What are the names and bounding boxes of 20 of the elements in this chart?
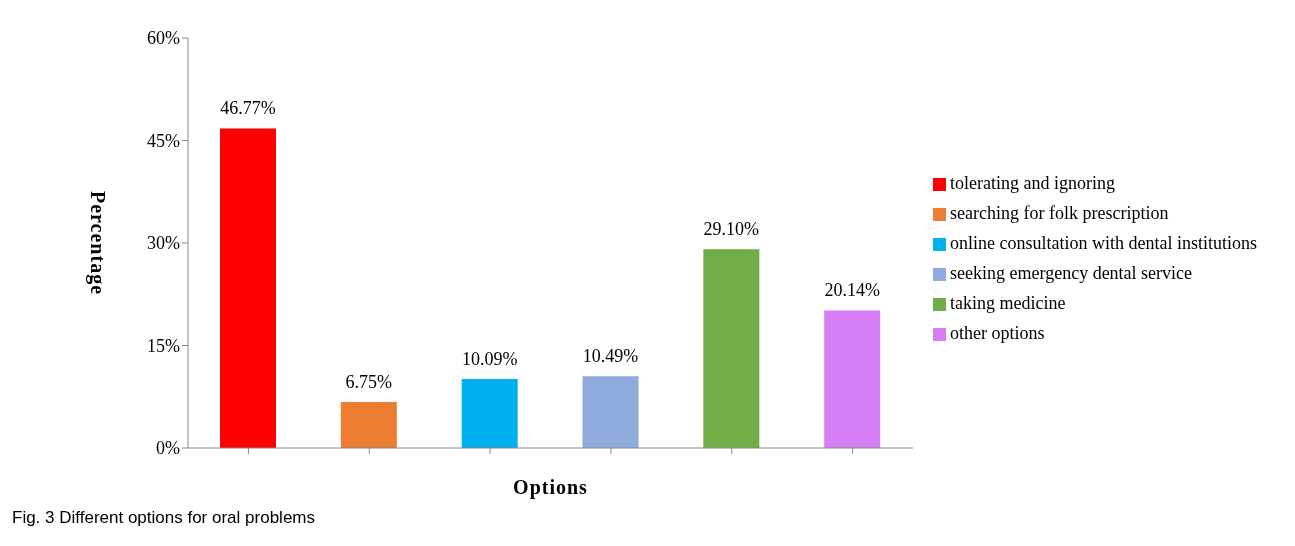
legend-label: taking medicine [950, 293, 1066, 313]
data-label: 29.10% [703, 219, 760, 240]
y-tick-label: 15% [147, 335, 180, 356]
y-tick-label: 60% [147, 28, 180, 49]
legend-label: tolerating and ignoring [950, 173, 1115, 193]
y-tick-label: 30% [147, 233, 180, 254]
y-axis-title: Percentage [85, 190, 109, 296]
legend-label: seeking emergency dental service [950, 263, 1193, 283]
legend-label: other options [950, 323, 1045, 343]
data-label: 20.14% [824, 280, 880, 301]
legend-label: online consultation with dental institutions [950, 233, 1257, 253]
y-tick-label: 45% [147, 130, 180, 151]
data-label: 46.77% [220, 98, 276, 119]
y-tick-label: 0% [156, 438, 180, 459]
data-label: 6.75% [345, 371, 393, 392]
data-label: 10.09% [461, 349, 518, 370]
x-axis-title: Options [513, 476, 588, 499]
data-label: 10.49% [582, 346, 639, 367]
legend-label: searching for folk prescription [950, 203, 1169, 223]
text: Fig. 3 Different options for oral problems [12, 508, 315, 528]
